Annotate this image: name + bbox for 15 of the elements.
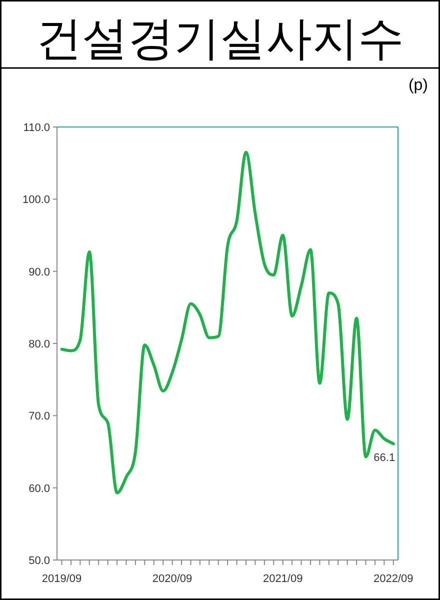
x-tick-label: 2021/09 xyxy=(262,573,303,585)
y-axis-title: (p) xyxy=(408,77,428,94)
y-tick-label: 80.0 xyxy=(28,338,50,350)
y-tick-label: 110.0 xyxy=(23,122,50,134)
data-label: 66.1 xyxy=(374,452,396,464)
y-tick-label: 60.0 xyxy=(28,482,50,495)
chart-title: 건설경기실사지수 xyxy=(36,12,404,64)
line-series xyxy=(60,150,395,494)
y-tick-label: 50.0 xyxy=(28,555,50,567)
x-tick-label: 2019/09 xyxy=(42,573,82,585)
y-tick-label: 70.0 xyxy=(28,410,50,423)
x-tick-label: 2022/09 xyxy=(374,573,414,585)
y-tick-label: 100.0 xyxy=(22,194,50,206)
y-tick-label: 90.0 xyxy=(28,266,50,278)
x-tick-label: 2020/09 xyxy=(152,573,192,585)
